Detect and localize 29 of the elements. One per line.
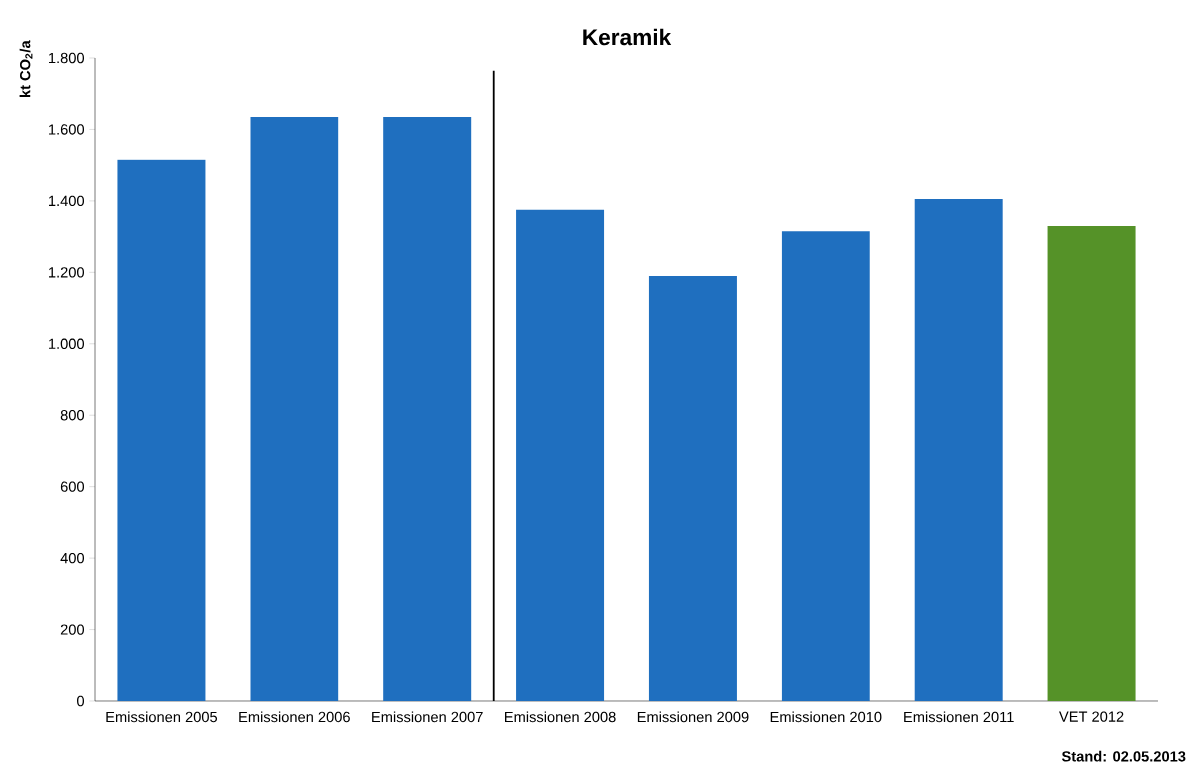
bar bbox=[914, 199, 1003, 701]
bar bbox=[648, 275, 737, 701]
chart-title: Keramik bbox=[583, 28, 672, 46]
x-tick-label: Emissionen 2010 bbox=[770, 711, 882, 723]
bar bbox=[516, 209, 605, 701]
y-tick-label: 200 bbox=[60, 624, 85, 635]
x-tick-label: Emissionen 2007 bbox=[372, 711, 483, 723]
bar bbox=[1047, 225, 1136, 701]
x-tick-label: Emissionen 2005 bbox=[106, 711, 218, 723]
y-tick-label: 1.600 bbox=[49, 124, 85, 135]
bar bbox=[250, 116, 339, 701]
x-tick-label: Emissionen 2006 bbox=[239, 711, 350, 723]
x-tick-label: VET 2012 bbox=[1059, 711, 1124, 722]
text: Stand: 02.05.2013 bbox=[1061, 750, 1186, 762]
y-tick-label: 0 bbox=[77, 695, 85, 707]
x-tick-label: Emissionen 2011 bbox=[904, 711, 1014, 723]
y-tick-label: 1.800 bbox=[49, 52, 85, 64]
y-tick-label: 1.400 bbox=[49, 195, 85, 207]
x-tick-label: Emissionen 2009 bbox=[637, 711, 749, 723]
bar bbox=[781, 231, 870, 701]
y-tick-label: 600 bbox=[60, 481, 85, 492]
x-tick-label: Emissionen 2008 bbox=[505, 711, 616, 723]
y-axis-title: kt CO$_{2}$/a bbox=[19, 40, 33, 98]
y-tick-label: 400 bbox=[60, 552, 85, 564]
bar bbox=[383, 116, 472, 701]
y-tick-label: 1.000 bbox=[49, 338, 85, 349]
y-tick-label: 1.200 bbox=[49, 267, 85, 278]
y-tick-label: 800 bbox=[60, 410, 85, 421]
bar bbox=[117, 159, 206, 701]
